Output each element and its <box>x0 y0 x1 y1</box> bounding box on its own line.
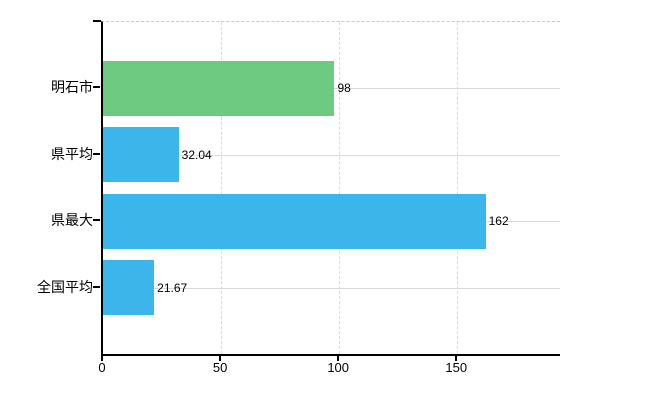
x-axis-tick <box>455 355 458 361</box>
x-axis-tick <box>337 355 340 361</box>
gridline-vertical <box>221 22 223 354</box>
gridline-vertical <box>457 22 459 354</box>
x-axis-tick-label: 50 <box>212 360 228 375</box>
y-axis-tick <box>93 285 100 288</box>
y-axis-category-label: 全国平均 <box>37 278 93 295</box>
x-axis-tick-label: 100 <box>327 360 350 375</box>
plot-area: 98 32.04 162 21.67 <box>101 21 560 356</box>
bar-1 <box>103 60 335 116</box>
x-axis-tick-label: 150 <box>445 360 468 375</box>
bar-2 <box>103 127 179 183</box>
y-axis-category-label: 明石市 <box>51 79 93 96</box>
y-axis-top-tick <box>93 20 101 22</box>
bar-4 <box>103 260 155 316</box>
y-axis-tick <box>93 219 100 222</box>
x-axis-tick-label: 0 <box>98 360 106 375</box>
gridline-vertical <box>339 22 341 354</box>
y-axis-tick <box>93 152 100 155</box>
x-axis-tick <box>219 355 222 361</box>
y-axis-category-label: 県最大 <box>51 212 93 229</box>
bar-value-label: 98 <box>337 81 351 96</box>
bar-value-label: 21.67 <box>157 280 188 295</box>
gridline-horizontal <box>103 154 560 156</box>
bar-value-label: 162 <box>488 214 509 229</box>
y-axis-tick <box>93 86 100 89</box>
y-axis-category-label: 県平均 <box>51 145 93 162</box>
x-axis-tick <box>101 355 103 361</box>
bar-value-label: 32.04 <box>181 147 212 162</box>
bar-3 <box>103 193 486 249</box>
gridline-horizontal <box>103 287 560 289</box>
